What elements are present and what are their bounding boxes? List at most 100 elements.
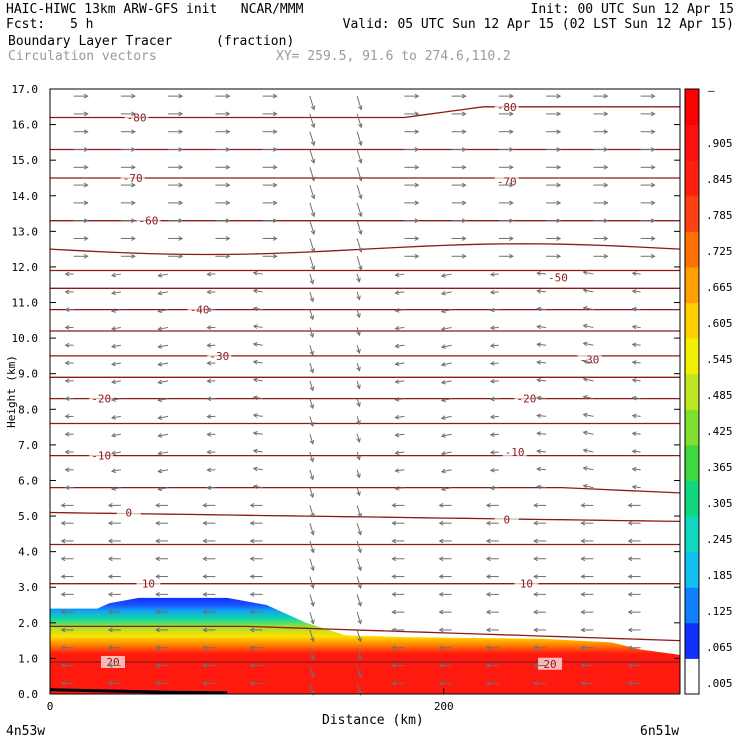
- contour-label: -40: [190, 304, 210, 317]
- vector-head: [489, 485, 495, 491]
- fcst-label: Fcst:: [6, 17, 46, 32]
- y-tick-label: 11.0: [12, 297, 39, 310]
- circulation-vector: [537, 325, 547, 328]
- vector-head: [356, 455, 361, 461]
- x-tick-label: 0: [47, 700, 54, 713]
- vector-head: [536, 431, 542, 436]
- vector-head: [157, 344, 163, 349]
- vector-head: [536, 271, 542, 276]
- vector-head: [603, 218, 609, 224]
- circulation-vector: [441, 469, 452, 473]
- circulation-vector: [158, 415, 169, 419]
- circulation-vector: [253, 272, 263, 275]
- vector-head: [225, 236, 231, 241]
- vector-head: [391, 556, 397, 562]
- circulation-vector: [309, 683, 314, 695]
- colorbar-label: .725: [706, 245, 733, 258]
- vector-head: [582, 288, 588, 293]
- circulation-vector: [583, 467, 594, 471]
- circulation-vector: [632, 343, 641, 346]
- contour-label-bg: [538, 657, 563, 670]
- vector-head: [64, 396, 70, 401]
- vector-head: [83, 236, 89, 241]
- vector-head: [391, 538, 397, 544]
- vector-head: [438, 503, 444, 508]
- vector-head: [582, 448, 588, 453]
- temperature-contour: [49, 243, 681, 256]
- vector-head: [310, 230, 316, 236]
- vector-head: [60, 645, 66, 651]
- vector-head: [309, 457, 315, 463]
- vector-head: [272, 218, 278, 224]
- circulation-vector: [356, 309, 360, 318]
- circulation-vector: [309, 184, 315, 199]
- circulation-vector: [395, 362, 405, 365]
- circulation-vector: [309, 647, 314, 660]
- vector-head: [157, 468, 163, 474]
- circulation-vector: [537, 414, 547, 417]
- vector-head: [631, 360, 637, 365]
- vector-head: [64, 414, 70, 419]
- circulation-vector: [356, 398, 360, 407]
- circulation-vector: [537, 361, 547, 364]
- circulation-vector: [356, 451, 360, 460]
- circulation-vector: [356, 594, 362, 606]
- vector-head: [556, 236, 562, 241]
- circulation-vector: [356, 167, 362, 181]
- circulation-vector: [632, 432, 641, 435]
- circulation-vector: [356, 184, 362, 199]
- vector-head: [627, 680, 633, 686]
- vector-head: [627, 645, 633, 651]
- vector-head: [157, 433, 163, 438]
- circulation-vector: [356, 576, 362, 589]
- vector-head: [391, 609, 397, 615]
- fcst-value: 5 h: [70, 17, 94, 32]
- vector-head: [309, 386, 315, 392]
- vector-head: [357, 637, 362, 643]
- vector-head: [533, 609, 538, 615]
- vector-head: [489, 325, 495, 331]
- circulation-vector: [111, 487, 121, 490]
- vector-head: [509, 182, 514, 188]
- circulation-vector: [309, 113, 315, 128]
- contour-label-bg: [116, 506, 141, 519]
- colorbar-label: .365: [706, 461, 733, 474]
- circulation-vector: [490, 433, 499, 436]
- vector-head: [202, 680, 208, 686]
- circulation-vector: [253, 307, 263, 311]
- vector-head: [249, 591, 255, 597]
- colorbar-swatch: [685, 266, 699, 304]
- circulation-vector: [441, 309, 452, 313]
- vector-head: [485, 663, 491, 668]
- circulation-vector: [111, 362, 121, 366]
- vector-head: [533, 645, 538, 651]
- colorbar-swatch: [685, 587, 699, 624]
- vector-head: [461, 200, 467, 206]
- circulation-vector: [632, 290, 641, 293]
- vector-head: [131, 147, 136, 152]
- contour-label: -30: [209, 350, 229, 363]
- vector-head: [489, 378, 495, 384]
- vector-head: [358, 158, 363, 164]
- vector-head: [107, 556, 113, 562]
- circulation-vector: [395, 291, 405, 294]
- vector-head: [440, 468, 446, 474]
- circulation-vector: [253, 396, 263, 400]
- vector-head: [358, 123, 363, 129]
- vector-head: [603, 129, 609, 135]
- vector-head: [157, 450, 163, 456]
- vector-head: [631, 395, 637, 401]
- vector-head: [249, 609, 255, 615]
- circulation-vector: [490, 380, 499, 382]
- vector-head: [650, 200, 656, 206]
- circulation-vector: [111, 326, 121, 330]
- vector-head: [582, 377, 588, 382]
- vector-head: [580, 680, 586, 686]
- colorbar-label: .245: [706, 533, 733, 546]
- vector-head: [356, 437, 361, 443]
- vector-head: [582, 359, 588, 365]
- circulation-vector: [309, 523, 314, 535]
- contour-label-bg: [124, 111, 149, 124]
- contour-label-bg: [514, 392, 539, 405]
- colorbar-label: .305: [706, 497, 733, 510]
